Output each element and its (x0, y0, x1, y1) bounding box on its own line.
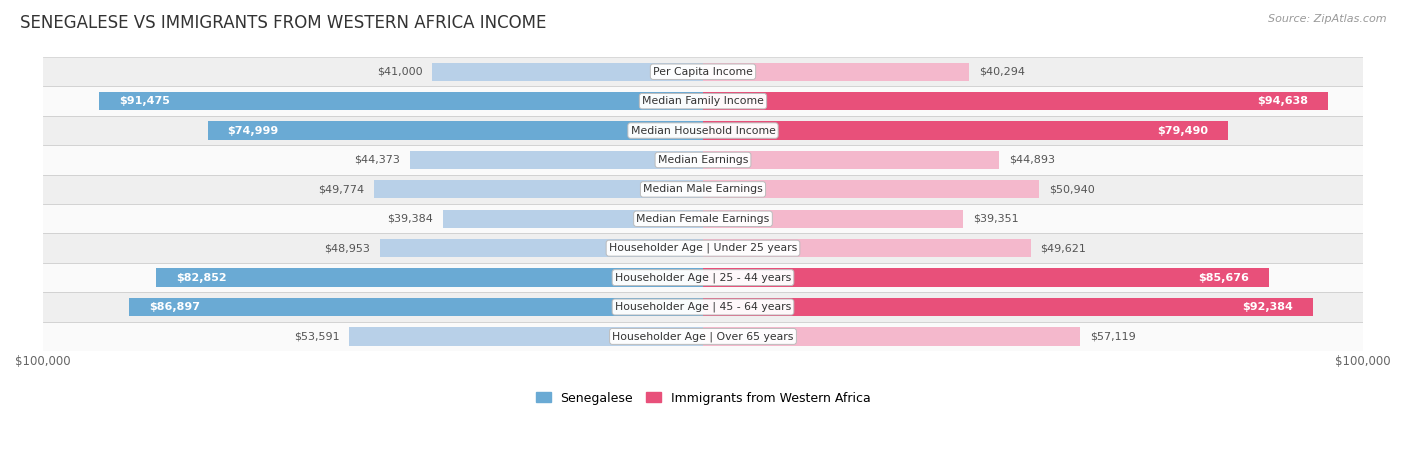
Bar (703, 92, 1327, 110)
Bar (42, 292, 1364, 322)
Bar (42, 145, 1364, 175)
Bar (411, 151, 703, 169)
Bar (703, 151, 1000, 169)
Bar (703, 180, 1039, 198)
Bar (42, 175, 1364, 204)
Text: $57,119: $57,119 (1090, 332, 1136, 341)
Text: $41,000: $41,000 (377, 67, 422, 77)
Bar (374, 180, 703, 198)
Text: Median Earnings: Median Earnings (658, 155, 748, 165)
Text: $74,999: $74,999 (228, 126, 278, 135)
Text: $86,897: $86,897 (149, 302, 200, 312)
Text: $49,774: $49,774 (318, 184, 364, 194)
Text: SENEGALESE VS IMMIGRANTS FROM WESTERN AFRICA INCOME: SENEGALESE VS IMMIGRANTS FROM WESTERN AF… (20, 14, 546, 32)
Text: Householder Age | Over 65 years: Householder Age | Over 65 years (612, 331, 794, 342)
Bar (42, 116, 1364, 145)
Text: Source: ZipAtlas.com: Source: ZipAtlas.com (1268, 14, 1386, 24)
Text: $44,893: $44,893 (1010, 155, 1056, 165)
Bar (156, 269, 703, 287)
Bar (703, 210, 963, 228)
Text: Median Female Earnings: Median Female Earnings (637, 214, 769, 224)
Bar (443, 210, 703, 228)
Bar (98, 92, 703, 110)
Text: Householder Age | 45 - 64 years: Householder Age | 45 - 64 years (614, 302, 792, 312)
Bar (349, 327, 703, 346)
Bar (703, 63, 969, 81)
Text: Median Household Income: Median Household Income (630, 126, 776, 135)
Text: $48,953: $48,953 (323, 243, 370, 253)
Bar (129, 298, 703, 316)
Bar (42, 234, 1364, 263)
Bar (42, 204, 1364, 234)
Bar (42, 86, 1364, 116)
Bar (703, 269, 1268, 287)
Text: $79,490: $79,490 (1157, 126, 1208, 135)
Bar (380, 239, 703, 257)
Text: $53,591: $53,591 (294, 332, 339, 341)
Bar (703, 239, 1031, 257)
Text: $91,475: $91,475 (120, 96, 170, 106)
Text: $49,621: $49,621 (1040, 243, 1087, 253)
Text: Median Family Income: Median Family Income (643, 96, 763, 106)
Legend: Senegalese, Immigrants from Western Africa: Senegalese, Immigrants from Western Afri… (530, 387, 876, 410)
Text: $39,351: $39,351 (973, 214, 1018, 224)
Bar (208, 121, 703, 140)
Text: $39,384: $39,384 (387, 214, 433, 224)
Text: Householder Age | Under 25 years: Householder Age | Under 25 years (609, 243, 797, 254)
Text: $82,852: $82,852 (176, 273, 226, 283)
Text: Householder Age | 25 - 44 years: Householder Age | 25 - 44 years (614, 272, 792, 283)
Bar (42, 57, 1364, 86)
Text: Per Capita Income: Per Capita Income (652, 67, 754, 77)
Bar (703, 298, 1313, 316)
Text: $92,384: $92,384 (1243, 302, 1294, 312)
Text: $50,940: $50,940 (1049, 184, 1095, 194)
Bar (703, 121, 1227, 140)
Text: $94,638: $94,638 (1257, 96, 1308, 106)
Bar (42, 263, 1364, 292)
Bar (432, 63, 703, 81)
Text: Median Male Earnings: Median Male Earnings (643, 184, 763, 194)
Bar (703, 327, 1080, 346)
Text: $40,294: $40,294 (979, 67, 1025, 77)
Text: $85,676: $85,676 (1198, 273, 1249, 283)
Text: $44,373: $44,373 (354, 155, 401, 165)
Bar (42, 322, 1364, 351)
